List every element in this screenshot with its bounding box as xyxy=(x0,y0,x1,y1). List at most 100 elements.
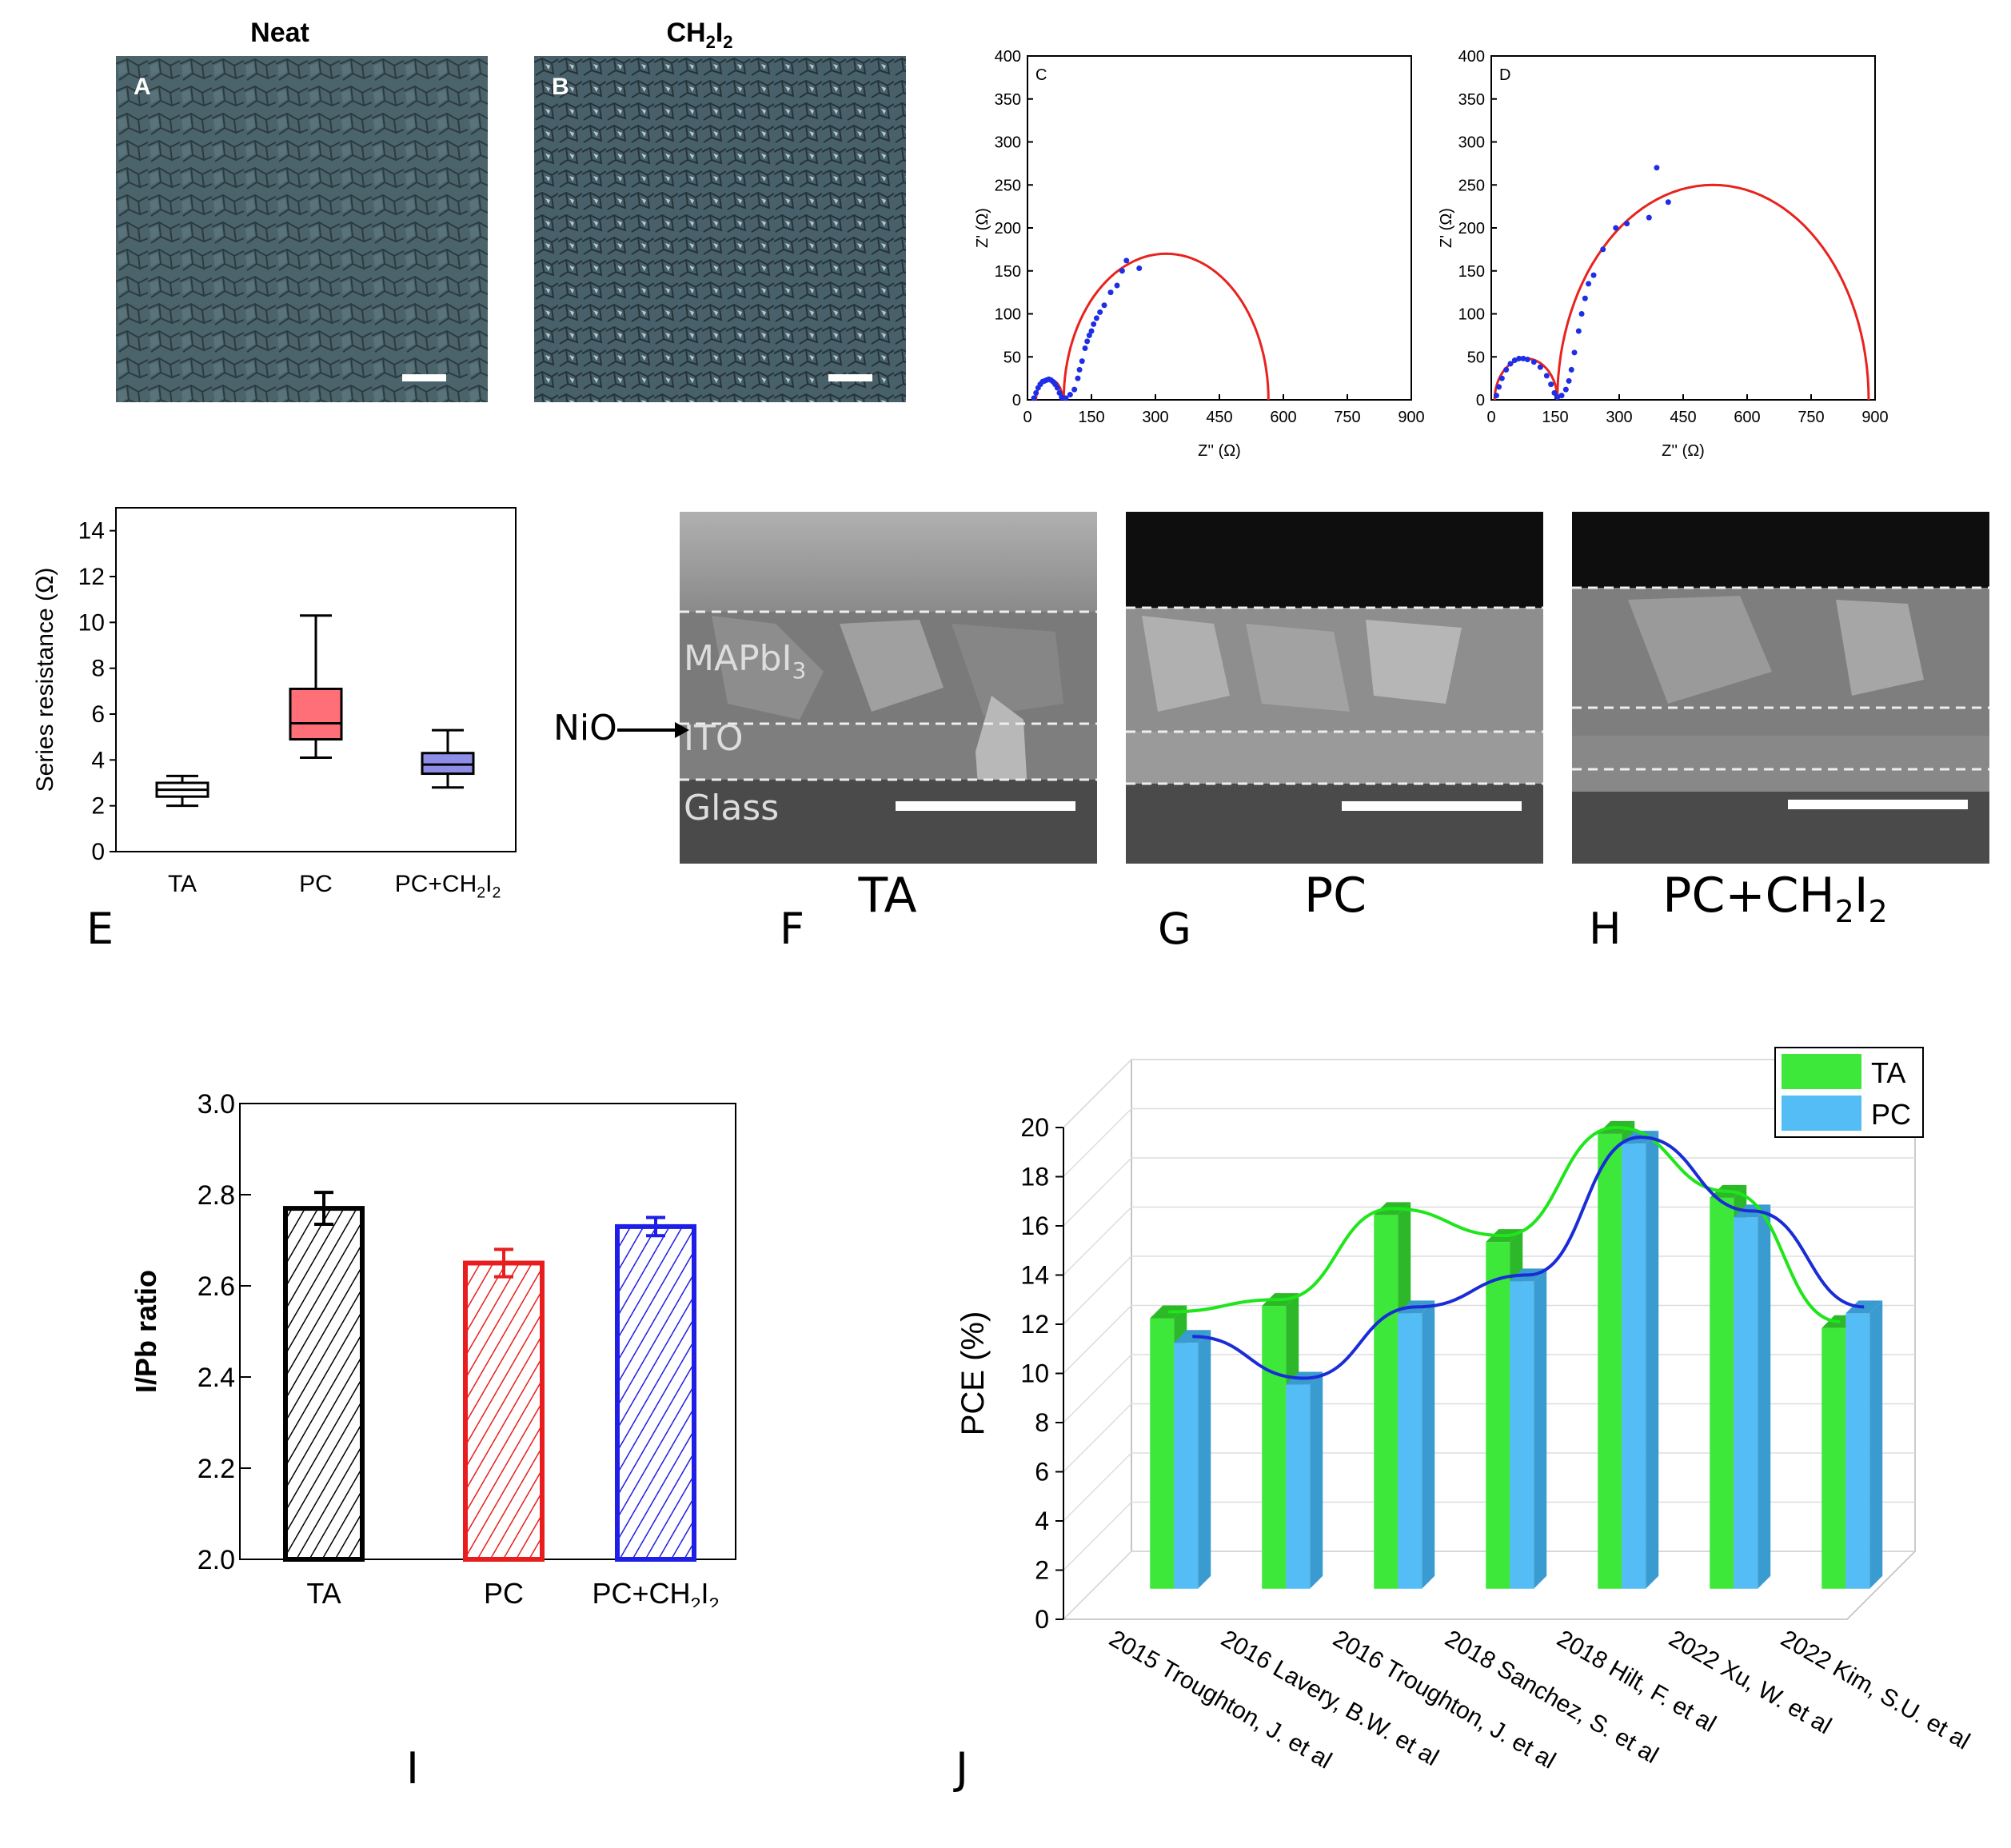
bar xyxy=(1510,1281,1534,1589)
data-point xyxy=(1493,393,1499,399)
data-point xyxy=(1076,366,1083,373)
data-point xyxy=(1498,375,1505,381)
x-axis-label: Z'' (Ω) xyxy=(1662,442,1705,460)
y-tick-label: 400 xyxy=(995,48,1021,66)
data-point xyxy=(1079,358,1085,365)
y-tick-label: 8 xyxy=(1035,1408,1049,1437)
series-line xyxy=(1168,1125,1841,1323)
y-tick-label: 350 xyxy=(995,91,1021,109)
x-tick-label: 750 xyxy=(1798,409,1824,426)
cross-section-pc-ch2i2-art xyxy=(1572,512,1989,864)
y-tick-label: 300 xyxy=(1458,134,1485,152)
panel-f-letter: F xyxy=(780,904,805,954)
bar xyxy=(1262,1306,1287,1589)
panel-b-title-i: I xyxy=(715,18,724,48)
bar-chart-ipb-ratio: 2.0 2.2 2.4 2.6 2.8 3.0 I/Pb ratio TA PC PC+CH2I2 xyxy=(130,1089,736,1607)
y-tick-label: 10 xyxy=(78,609,105,636)
data-point xyxy=(1582,295,1588,301)
perovskite-label: MAPbI xyxy=(684,638,792,679)
series-line xyxy=(1192,1136,1865,1380)
data-point xyxy=(1516,355,1522,361)
data-point xyxy=(1654,165,1660,171)
y-tick-label: 0 xyxy=(91,839,105,865)
y-tick-label: 50 xyxy=(1004,349,1021,366)
sem-texture-ch2i2 xyxy=(534,56,906,402)
data-point xyxy=(1107,289,1114,296)
x-tick-label: 450 xyxy=(1206,409,1232,426)
panel-a-title: Neat xyxy=(250,18,309,48)
x-tick-label: 150 xyxy=(1542,409,1568,426)
legend-label: PC xyxy=(1871,1098,1911,1131)
bar xyxy=(463,1260,545,1562)
bar xyxy=(1845,1313,1870,1589)
data-point xyxy=(1088,328,1095,334)
y-tick-label: 250 xyxy=(1458,177,1485,194)
pc-ch-sub1: 2 xyxy=(1834,894,1854,929)
bar-side xyxy=(1198,1330,1211,1589)
x-tick-label: 600 xyxy=(1734,409,1760,426)
x-category-label: PC+CH2I2 xyxy=(592,1577,719,1607)
y-tick-label: 10 xyxy=(1020,1359,1049,1388)
data-point xyxy=(1093,315,1099,321)
cross-section-pc-art xyxy=(1126,512,1543,864)
y-tick-label: 100 xyxy=(995,306,1021,324)
y-tick-label: 2.8 xyxy=(198,1180,235,1211)
data-point xyxy=(1613,225,1619,231)
data-point xyxy=(1059,394,1065,401)
y-tick-label: 18 xyxy=(1020,1163,1049,1191)
y-axis-label: PCE (%) xyxy=(956,1311,991,1436)
cross-section-ta-art xyxy=(680,512,1097,864)
y-tick-label: 6 xyxy=(91,701,105,728)
panel-b-title-ch: CH xyxy=(666,18,706,48)
y-tick-label: 16 xyxy=(1020,1211,1049,1240)
y-tick-label: 12 xyxy=(78,564,105,590)
y-tick-label: 2.4 xyxy=(198,1363,235,1393)
x-tick-label: 450 xyxy=(1670,409,1696,426)
data-point xyxy=(1548,381,1554,388)
bar xyxy=(1374,1215,1399,1589)
data-point xyxy=(1097,309,1103,315)
y-tick-label: 200 xyxy=(995,220,1021,237)
data-point xyxy=(1507,361,1514,367)
y-axis-label: Series resistance (Ω) xyxy=(32,568,58,792)
data-point xyxy=(1590,272,1597,278)
data-point xyxy=(1056,389,1063,396)
data-point xyxy=(1586,281,1592,287)
bar xyxy=(1486,1242,1510,1589)
y-tick-label: 50 xyxy=(1467,349,1485,366)
panel-b-title-sub1: 2 xyxy=(705,31,716,52)
nyquist-plot-d: 0 150 300 450 600 750 900 0 50 100 150 200 250 300 350… xyxy=(1438,48,1889,460)
y-tick-label: 100 xyxy=(1458,306,1485,324)
y-tick-label: 200 xyxy=(1458,220,1485,237)
cross-section-ta: MAPbI3 ITO Glass xyxy=(680,512,1097,864)
data-point xyxy=(1624,221,1630,227)
cross-section-pc xyxy=(1126,512,1543,864)
grid-line xyxy=(1063,1157,1915,1227)
y-tick-label: 0 xyxy=(1035,1605,1049,1634)
y-tick-label: 250 xyxy=(995,177,1021,194)
x-tick-label: 0 xyxy=(1023,409,1031,426)
plot-frame xyxy=(1490,55,1876,401)
data-point xyxy=(1575,328,1582,334)
perovskite-label-sub: 3 xyxy=(792,657,807,684)
data-point xyxy=(1511,357,1518,364)
pc-ch-sub2: 2 xyxy=(1868,894,1888,929)
data-point xyxy=(1665,199,1671,206)
data-point xyxy=(1119,268,1125,274)
nio-label: NiO xyxy=(553,708,617,748)
layer-label-perovskite: MAPbI3 xyxy=(684,638,806,684)
nio-arrow xyxy=(617,722,689,738)
x-axis-label: Z'' (Ω) xyxy=(1198,442,1241,460)
bar xyxy=(1622,1144,1646,1589)
data-point xyxy=(1082,345,1088,351)
y-axis-label: I/Pb ratio xyxy=(130,1270,162,1393)
cross-section-label-pc: PC xyxy=(1303,868,1367,924)
bar xyxy=(1821,1327,1846,1589)
y-tick-label: 400 xyxy=(1458,48,1485,66)
panel-i-letter: I xyxy=(406,1743,419,1794)
panel-h-letter: H xyxy=(1589,904,1622,954)
cross-section-label-ta: TA xyxy=(858,868,917,924)
data-point xyxy=(1075,375,1081,381)
y-tick-label: 0 xyxy=(1476,392,1485,409)
